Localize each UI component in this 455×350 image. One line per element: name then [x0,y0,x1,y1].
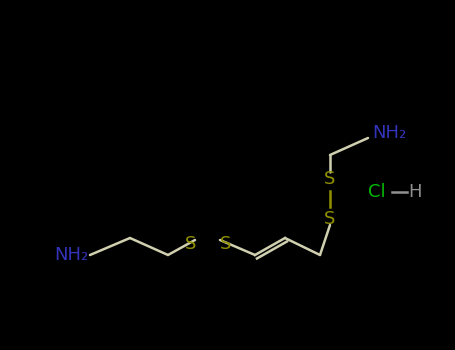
Text: Cl: Cl [368,183,386,201]
Text: S: S [185,235,196,253]
Text: NH₂: NH₂ [54,246,88,264]
Text: S: S [324,170,336,188]
Text: H: H [408,183,421,201]
Text: S: S [324,210,336,228]
Text: NH₂: NH₂ [372,124,406,142]
Text: S: S [220,235,232,253]
